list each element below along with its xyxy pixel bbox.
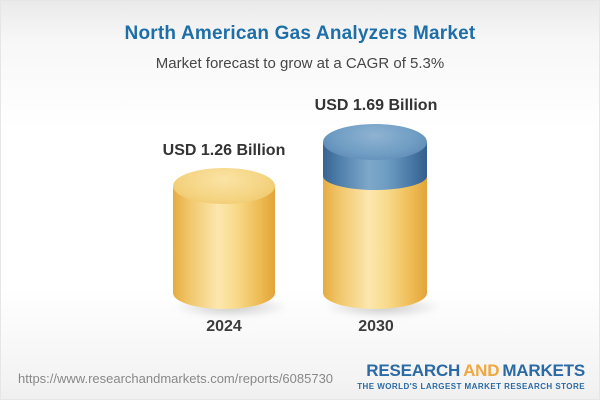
logo-word-research: RESEARCH <box>366 361 461 381</box>
bar-2030-cylinder <box>320 124 444 319</box>
category-label-2024: 2024 <box>206 318 242 335</box>
bar-2030-base-segment <box>323 174 427 309</box>
logo-word-and: AND <box>463 361 500 381</box>
logo-word-markets: MARKETS <box>502 361 585 381</box>
bar-2024-cylinder <box>170 168 292 319</box>
report-url: https://www.researchandmarkets.com/repor… <box>18 371 334 386</box>
logo-wordmark: RESEARCH AND MARKETS <box>357 362 585 380</box>
value-label-2030: USD 1.69 Billion <box>314 97 438 114</box>
value-label-2024: USD 1.26 Billion <box>162 142 286 159</box>
chart-subtitle: Market forecast to grow at a CAGR of 5.3… <box>155 55 445 72</box>
category-label-2030: 2030 <box>358 318 394 335</box>
bar-2024-top-cap <box>173 168 275 204</box>
bar-2030-top-cap <box>323 124 427 160</box>
chart-title: North American Gas Analyzers Market <box>124 23 476 44</box>
research-and-markets-logo: RESEARCH AND MARKETS THE WORLD'S LARGEST M… <box>357 362 585 391</box>
logo-tagline: THE WORLD'S LARGEST MARKET RESEARCH STOR… <box>357 382 585 391</box>
bar-2024-body <box>173 186 275 309</box>
